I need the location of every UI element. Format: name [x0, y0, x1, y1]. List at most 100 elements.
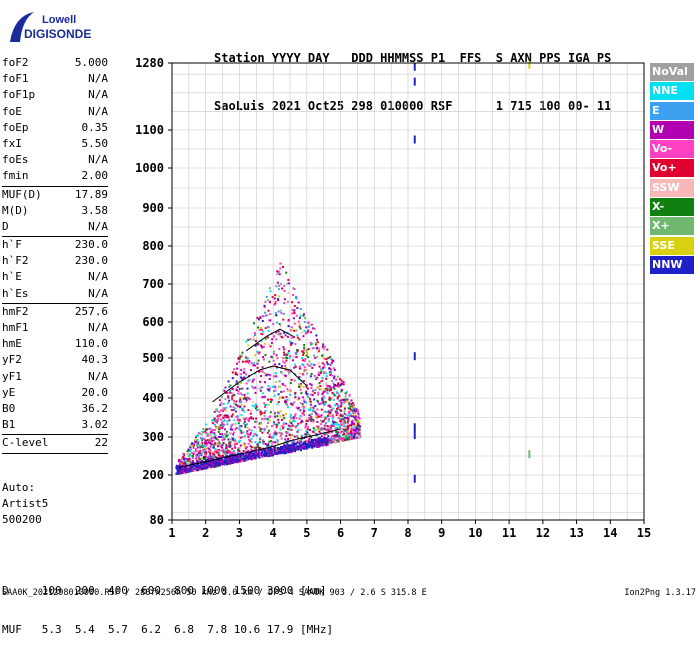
echo-point	[218, 410, 221, 413]
echo-point	[299, 327, 302, 330]
echo-point	[227, 416, 230, 419]
echo-point	[234, 454, 237, 457]
echo-point	[326, 348, 329, 351]
echo-point	[259, 387, 262, 390]
echo-point	[340, 430, 343, 433]
echo-point	[279, 385, 281, 388]
echo-point	[202, 456, 205, 459]
echo-point	[306, 431, 309, 434]
echo-point	[335, 430, 338, 433]
param-name: foF1p	[2, 88, 36, 102]
echo-point	[243, 371, 246, 374]
echo-point	[343, 432, 346, 435]
param-value: 0.35	[81, 120, 109, 134]
echo-point	[291, 402, 294, 405]
echo-point	[275, 375, 278, 378]
param-row-ye: yE 20.0	[2, 386, 108, 402]
echo-point	[265, 403, 268, 406]
echo-point	[236, 415, 239, 418]
echo-point	[329, 368, 332, 371]
echo-point	[331, 417, 334, 420]
echo-point	[315, 445, 318, 448]
echo-point	[291, 403, 294, 406]
echo-point	[206, 466, 209, 469]
echo-point	[291, 440, 294, 443]
x-tick-label: 4	[270, 526, 277, 540]
param-value: 17.89	[74, 187, 108, 201]
echo-point	[258, 456, 261, 459]
echo-point	[289, 451, 292, 454]
echo-point	[327, 410, 330, 413]
echo-point	[183, 452, 186, 455]
echo-point	[342, 430, 345, 433]
echo-point	[312, 410, 315, 412]
echo-point	[198, 444, 200, 447]
echo-point	[325, 384, 328, 387]
echo-point	[338, 431, 341, 434]
echo-point	[344, 398, 347, 401]
echo-point	[293, 444, 296, 447]
param-name: MUF(D)	[2, 187, 42, 201]
echo-point	[295, 356, 298, 359]
echo-point	[302, 396, 305, 399]
echo-point	[258, 328, 261, 331]
version-label: Ion2Png 1.3.17	[624, 588, 696, 598]
echo-point	[235, 427, 238, 430]
echo-point	[246, 446, 249, 448]
echo-point	[257, 451, 260, 454]
y-tick-label: 400	[142, 391, 164, 405]
echo-point	[196, 460, 199, 462]
echo-point	[286, 388, 289, 391]
echo-point	[316, 341, 319, 344]
echo-point	[302, 409, 305, 412]
echo-point	[321, 367, 324, 370]
echo-point	[243, 435, 246, 437]
echo-point	[283, 442, 286, 445]
echo-point	[338, 385, 341, 388]
echo-point	[311, 323, 313, 326]
echo-point	[182, 468, 185, 471]
echo-point	[253, 426, 256, 429]
echo-point	[234, 459, 237, 462]
echo-point	[316, 351, 319, 354]
param-value: N/A	[88, 72, 108, 86]
echo-point	[244, 455, 247, 457]
echo-point	[343, 412, 346, 415]
echo-point	[274, 294, 277, 297]
echo-point	[219, 404, 222, 407]
echo-point	[191, 461, 194, 463]
echo-point	[299, 314, 302, 317]
echo-point	[271, 448, 274, 451]
echo-point	[189, 459, 192, 462]
echo-point	[198, 460, 201, 462]
echo-point	[243, 418, 246, 421]
echo-point	[318, 445, 321, 448]
echo-point	[271, 425, 273, 428]
echo-point	[278, 380, 281, 383]
echo-point	[267, 451, 270, 454]
echo-point	[337, 392, 340, 395]
echo-point	[344, 395, 347, 398]
echo-point	[263, 454, 266, 457]
echo-point	[300, 383, 303, 385]
echo-point	[273, 422, 276, 425]
echo-point	[254, 386, 257, 389]
echo-point	[340, 405, 342, 408]
echo-point	[280, 390, 283, 393]
echo-point	[236, 367, 239, 370]
echo-point	[285, 401, 288, 404]
echo-point	[289, 389, 292, 392]
echo-point	[233, 393, 236, 396]
echo-point	[204, 423, 207, 426]
echo-point	[303, 441, 306, 444]
echo-point	[296, 349, 299, 352]
echo-point	[263, 372, 266, 375]
echo-point	[323, 440, 326, 443]
echo-point	[290, 449, 293, 452]
file-info: SAA0K_2021298010000.RSF / 280fx256h 50 k…	[2, 588, 427, 598]
echo-point	[183, 466, 186, 469]
echo-point	[259, 411, 262, 414]
echo-point	[235, 442, 238, 445]
echo-point	[239, 436, 242, 439]
echo-point	[240, 453, 243, 456]
